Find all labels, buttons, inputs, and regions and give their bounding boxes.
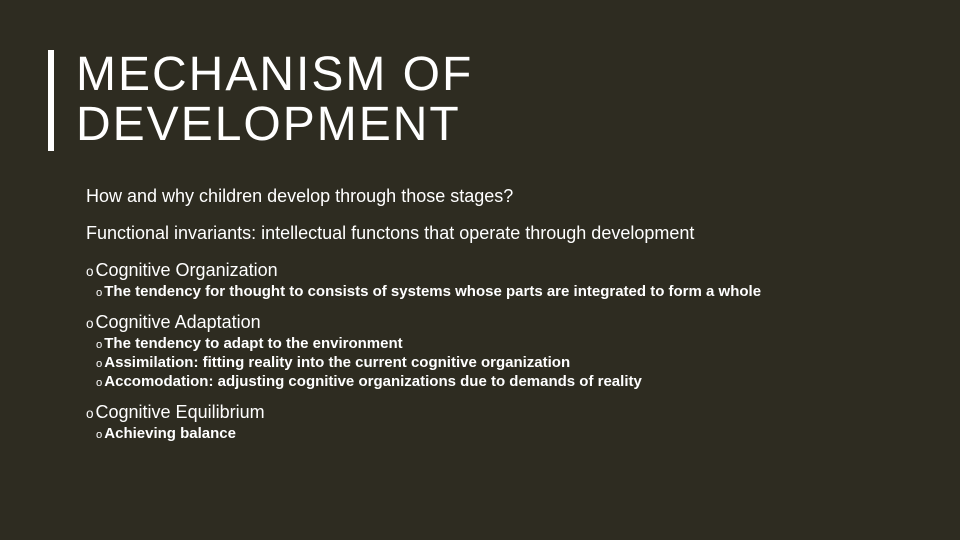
circle-bullet-icon: o xyxy=(96,287,102,299)
list-item-text: Assimilation: fitting reality into the c… xyxy=(104,354,570,371)
list-item-text: Accomodation: adjusting cognitive organi… xyxy=(104,373,642,390)
section-cognitive-equilibrium: oCognitive Equilibrium oAchieving balanc… xyxy=(86,402,920,442)
circle-bullet-icon: o xyxy=(96,377,102,389)
circle-bullet-icon: o xyxy=(86,406,94,421)
circle-bullet-icon: o xyxy=(96,358,102,370)
section-heading: oCognitive Adaptation xyxy=(86,312,920,333)
list-item-text: The tendency to adapt to the environment xyxy=(104,335,402,352)
section-heading: oCognitive Equilibrium xyxy=(86,402,920,423)
circle-bullet-icon: o xyxy=(96,339,102,351)
list-item-text: Achieving balance xyxy=(104,425,236,442)
circle-bullet-icon: o xyxy=(86,316,94,331)
title-block: MECHANISM OF DEVELOPMENT xyxy=(48,50,473,151)
section-heading-text: Cognitive Equilibrium xyxy=(96,402,265,422)
circle-bullet-icon: o xyxy=(96,429,102,441)
list-item: oThe tendency for thought to consists of… xyxy=(96,283,920,300)
section-heading-text: Cognitive Organization xyxy=(96,260,278,280)
list-item: oAchieving balance xyxy=(96,425,920,442)
list-item-text: The tendency for thought to consists of … xyxy=(104,283,761,300)
slide-body: How and why children develop through tho… xyxy=(86,185,920,454)
title-line-2: DEVELOPMENT xyxy=(76,98,461,151)
list-item: oAccomodation: adjusting cognitive organ… xyxy=(96,373,920,390)
slide-title: MECHANISM OF DEVELOPMENT xyxy=(76,50,473,151)
title-line-1: MECHANISM OF xyxy=(76,48,473,101)
section-heading: oCognitive Organization xyxy=(86,260,920,281)
section-cognitive-adaptation: oCognitive Adaptation oThe tendency to a… xyxy=(86,312,920,390)
circle-bullet-icon: o xyxy=(86,264,94,279)
section-cognitive-organization: oCognitive Organization oThe tendency fo… xyxy=(86,260,920,300)
list-item: oAssimilation: fitting reality into the … xyxy=(96,354,920,371)
accent-bar xyxy=(48,50,54,151)
intro-line-2: Functional invariants: intellectual func… xyxy=(86,222,920,245)
intro-line-1: How and why children develop through tho… xyxy=(86,185,920,208)
section-heading-text: Cognitive Adaptation xyxy=(96,312,261,332)
list-item: oThe tendency to adapt to the environmen… xyxy=(96,335,920,352)
slide: MECHANISM OF DEVELOPMENT How and why chi… xyxy=(0,0,960,540)
